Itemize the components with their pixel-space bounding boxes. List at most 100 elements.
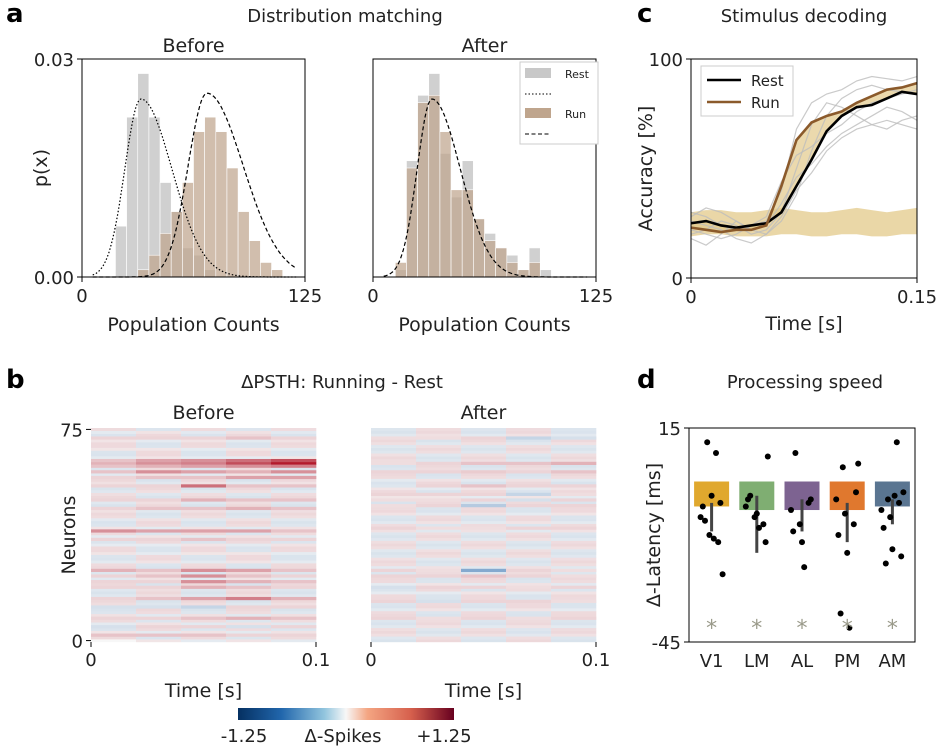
panel-label-d: d bbox=[637, 365, 656, 395]
heatmap-cell bbox=[416, 633, 462, 637]
heatmap-cell bbox=[271, 535, 317, 539]
heatmap-cell bbox=[416, 613, 462, 617]
heatmap-cell bbox=[181, 585, 227, 589]
heatmap-cell bbox=[506, 549, 552, 553]
heatmap-cell bbox=[181, 608, 227, 612]
heatmap-cell bbox=[271, 636, 317, 640]
heatmap-cell bbox=[506, 627, 552, 631]
heatmap-cell bbox=[371, 464, 417, 468]
heatmap-cell bbox=[461, 580, 507, 584]
heatmap-cell bbox=[371, 430, 417, 434]
heatmap-cell bbox=[551, 489, 597, 493]
heatmap-cell bbox=[181, 467, 227, 471]
heatmap-cell bbox=[226, 439, 272, 443]
heatmap-cell bbox=[91, 498, 137, 502]
y-tick-label: 15 bbox=[658, 419, 681, 440]
heatmap-cell bbox=[181, 430, 227, 434]
heatmap-cell bbox=[506, 526, 552, 530]
heatmap-cell bbox=[371, 571, 417, 575]
heatmap-cell bbox=[271, 582, 317, 586]
heatmap-cell bbox=[226, 470, 272, 474]
legend-box bbox=[700, 65, 794, 117]
heatmap-cell bbox=[136, 639, 182, 643]
heatmap-cell bbox=[506, 495, 552, 499]
heatmap-cell bbox=[371, 481, 417, 485]
heatmap-cell bbox=[551, 529, 597, 533]
heatmap-cell bbox=[226, 630, 272, 634]
heatmap-cell bbox=[416, 501, 462, 505]
heatmap-cell bbox=[136, 596, 182, 601]
hist-bar-run bbox=[450, 189, 463, 278]
heatmap-cell bbox=[181, 509, 227, 513]
heatmap-cell bbox=[91, 428, 137, 432]
heatmap-cell bbox=[461, 608, 507, 612]
heatmap-cell bbox=[371, 616, 417, 620]
heatmap-cell bbox=[506, 461, 552, 466]
heatmap-cell bbox=[416, 506, 462, 510]
heatmap-cell bbox=[371, 433, 417, 437]
heatmap-cell bbox=[551, 501, 597, 505]
data-point bbox=[896, 499, 902, 506]
hist-bar-rest bbox=[148, 116, 161, 278]
heatmap-cell bbox=[271, 613, 317, 617]
hist-bar-run bbox=[461, 189, 474, 278]
heatmap-cell bbox=[551, 602, 597, 606]
heatmap-cell bbox=[506, 475, 552, 479]
heatmap-cell bbox=[91, 616, 137, 620]
heatmap-cell bbox=[461, 565, 507, 569]
heatmap-cell bbox=[506, 625, 552, 629]
heatmap-cell bbox=[506, 602, 552, 606]
data-point bbox=[807, 496, 814, 503]
heatmap-cell bbox=[371, 537, 417, 541]
heatmap-cell bbox=[271, 580, 317, 584]
heatmap-cell bbox=[136, 484, 182, 488]
hist-bar-run bbox=[406, 167, 418, 278]
heatmap-cell bbox=[271, 568, 317, 573]
heatmap-cell bbox=[181, 444, 227, 448]
heatmap-cell bbox=[551, 630, 597, 634]
heatmap-cell bbox=[506, 588, 552, 592]
heatmap-cell bbox=[136, 495, 182, 499]
heatmap-cell bbox=[506, 574, 552, 578]
heatmap-cell bbox=[136, 580, 182, 584]
heatmap-cell bbox=[226, 515, 272, 519]
heatmap-cell bbox=[371, 605, 417, 609]
heatmap-cell bbox=[181, 439, 227, 443]
heatmap-cell bbox=[271, 611, 317, 615]
data-point bbox=[762, 539, 769, 546]
heatmap-cell bbox=[551, 574, 597, 578]
heatmap-cell bbox=[136, 518, 182, 522]
heatmap-cell bbox=[226, 475, 272, 480]
data-point bbox=[855, 460, 862, 467]
heatmap-cell bbox=[271, 492, 317, 496]
heatmap-cell bbox=[506, 616, 552, 620]
heatmap-cell bbox=[181, 473, 227, 477]
heatmap-cell bbox=[181, 577, 227, 581]
heatmap-cell bbox=[181, 504, 227, 508]
heatmap-cell bbox=[271, 633, 317, 637]
heatmap-cell bbox=[551, 450, 597, 454]
heatmap-cell bbox=[416, 591, 462, 595]
heatmap-cell bbox=[551, 627, 597, 631]
heatmap-cell bbox=[271, 501, 317, 505]
heatmap-cell bbox=[416, 520, 462, 524]
heatmap-cell bbox=[226, 495, 272, 499]
heatmap-cell bbox=[461, 439, 507, 443]
heatmap-cell bbox=[91, 447, 137, 451]
heatmap-cell bbox=[461, 495, 507, 499]
heatmap-cell bbox=[461, 602, 507, 606]
heatmap-cell bbox=[226, 492, 272, 496]
heatmap-cell bbox=[461, 613, 507, 617]
heatmap-cell bbox=[226, 512, 272, 516]
heatmap-cell bbox=[226, 444, 272, 448]
heatmap-cell bbox=[416, 475, 462, 479]
heatmap-cell bbox=[136, 433, 182, 437]
heatmap-cell bbox=[371, 532, 417, 536]
heatmap-cell bbox=[551, 495, 597, 499]
heatmap-cell bbox=[416, 535, 462, 539]
heatmap-cell bbox=[226, 436, 272, 440]
heatmap-cell bbox=[371, 470, 417, 474]
heatmap-cell bbox=[91, 582, 137, 586]
heatmap-cell bbox=[506, 467, 552, 471]
heatmap-cell bbox=[271, 596, 317, 601]
